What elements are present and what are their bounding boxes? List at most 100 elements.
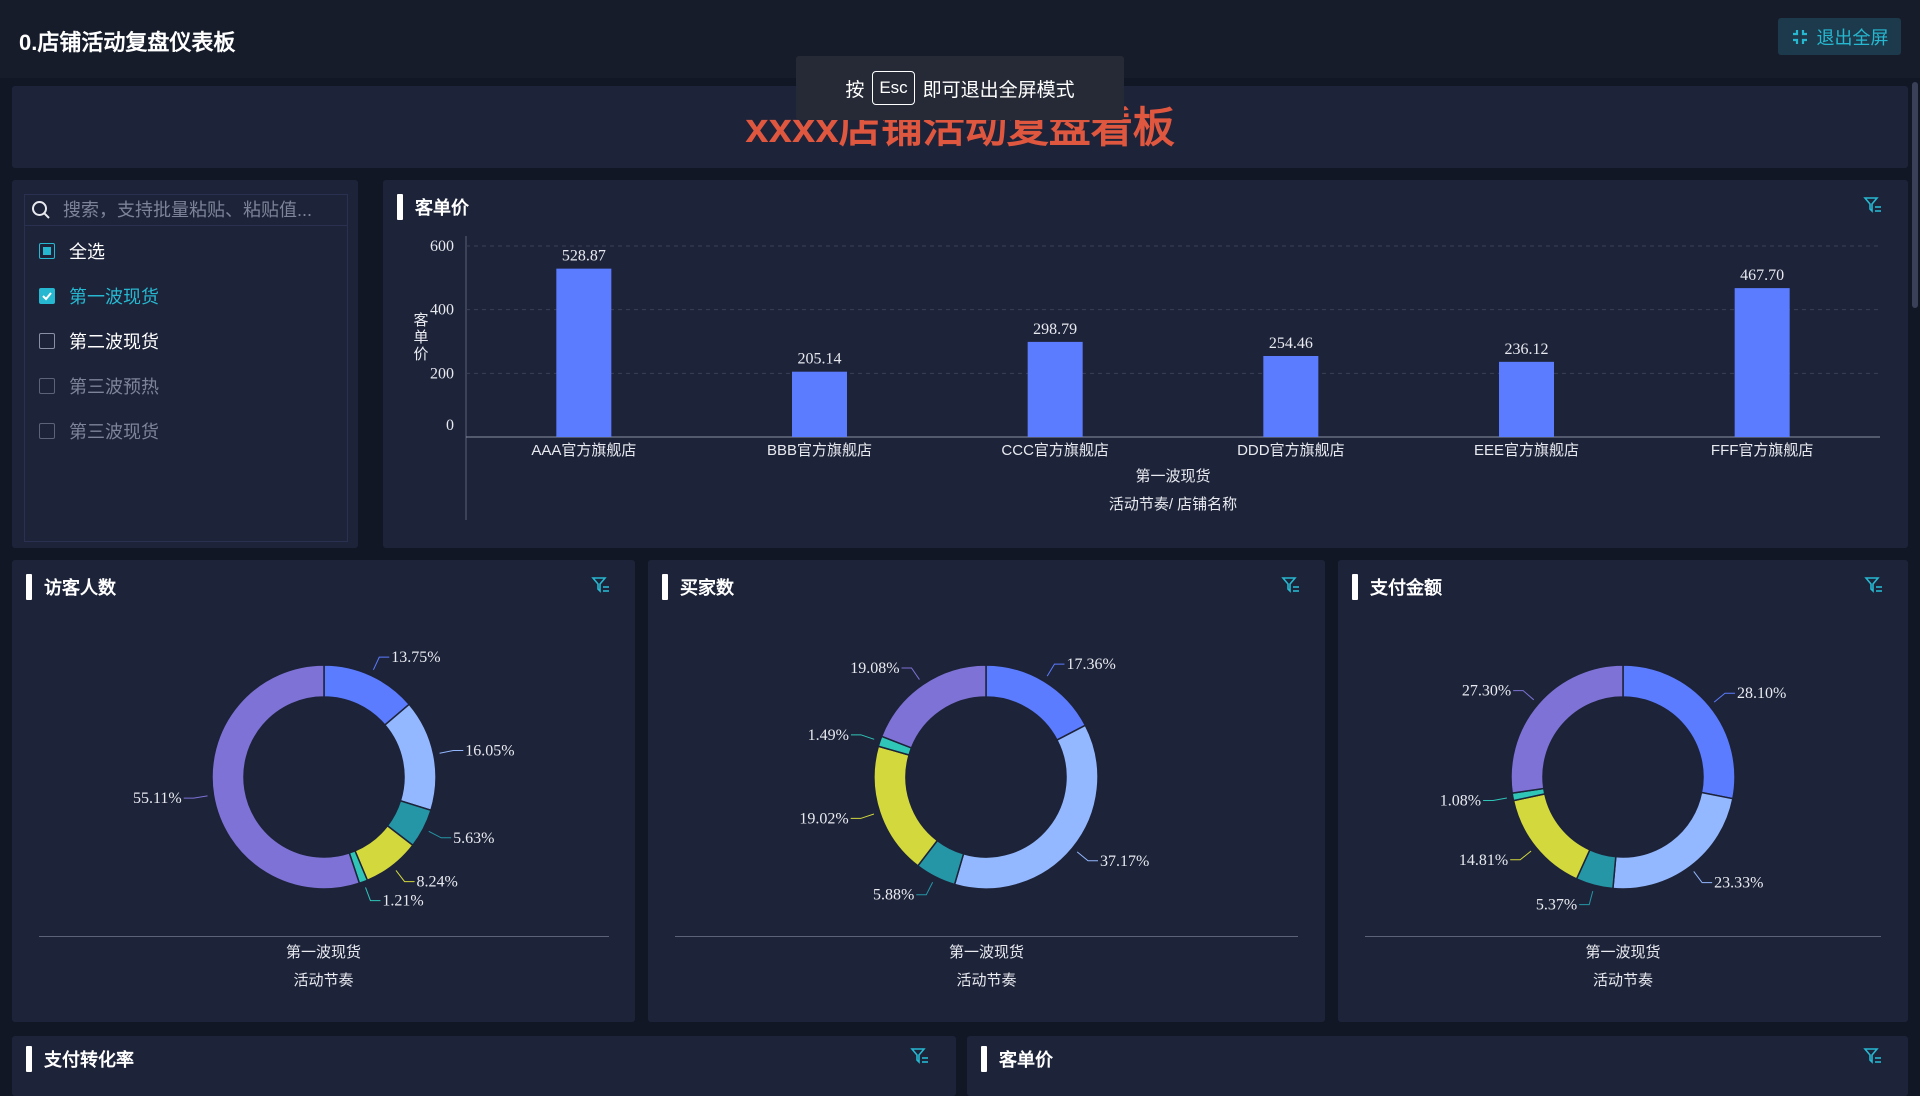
exit-fullscreen-label: 退出全屏 [1816, 27, 1889, 48]
panel-title-text: 支付金额 [1370, 578, 1442, 598]
filter-search-input[interactable] [61, 198, 335, 222]
filter-option-label: 第三波现货 [69, 422, 159, 442]
slice-label: 5.88% [873, 887, 914, 904]
x-tick-label: CCC官方旗舰店 [1001, 442, 1109, 459]
filter-option-wave2-stock[interactable]: 第二波现货 [39, 328, 159, 354]
filter-panel: 全选 第一波现货 第二波现货 第三波预热 第三波现货 [12, 180, 358, 548]
donut-slice[interactable] [383, 703, 437, 812]
panel-title: 买家数 [662, 574, 734, 600]
leader-line [850, 734, 875, 740]
panel-title-text: 客单价 [415, 198, 469, 218]
leader-line [850, 813, 875, 819]
filter-option-wave1-stock[interactable]: 第一波现货 [39, 283, 159, 309]
title-marker [397, 194, 403, 220]
filter-icon[interactable] [1281, 575, 1301, 595]
exit-fullscreen-button[interactable]: 退出全屏 [1778, 18, 1901, 55]
y-tick-label: 600 [430, 238, 454, 255]
chart-subtitle: 第一波现货 [285, 944, 361, 961]
slice-label: 1.08% [1440, 792, 1481, 809]
price-bar-chart: 客 单 价 第一波现货 活动节奏/ 店铺名称 0 200 400 600 528.87… [413, 236, 1880, 520]
title-marker [26, 574, 32, 600]
filter-option-wave3-preheat[interactable]: 第三波预热 [39, 373, 159, 399]
bar[interactable] [1263, 355, 1319, 437]
leader-line [439, 749, 464, 754]
buyers-donut-chart: 17.36% 37.17% 5.88% 19.02% 1.49% 19.08% [799, 656, 1149, 904]
filter-icon[interactable] [1863, 195, 1883, 215]
donut-slice[interactable] [1510, 664, 1624, 794]
visitors-donut-chart: 13.75% 16.05% 5.63% 8.24% 1.21% 55.11% [133, 649, 515, 910]
bar[interactable] [1499, 361, 1554, 437]
panel-title-text: 访客人数 [44, 578, 116, 598]
x-tick-label: FFF官方旗舰店 [1711, 442, 1814, 459]
leader-line [916, 882, 934, 896]
panel-title: 支付金额 [1352, 574, 1442, 600]
slice-label: 5.63% [453, 830, 494, 847]
filter-icon[interactable] [591, 575, 611, 595]
bar[interactable] [1734, 288, 1790, 437]
bar[interactable] [792, 371, 847, 437]
slice-label: 1.49% [808, 727, 849, 744]
y-axis-title: 单 [413, 329, 428, 346]
donut-slice[interactable] [1622, 664, 1736, 800]
donut-slice[interactable] [880, 664, 987, 749]
donut-slice[interactable] [953, 724, 1099, 890]
bar[interactable] [556, 268, 612, 437]
donut-slice[interactable] [1512, 792, 1591, 880]
leader-line [365, 887, 381, 902]
payment-panel: 支付金额 28.10% 23.33% 5.37% 14.81% 1.08% 27.30% … [1338, 560, 1908, 1022]
price-panel-2: 客单价 [967, 1036, 1908, 1096]
panel-title: 支付转化率 [26, 1046, 134, 1072]
slice-label: 23.33% [1714, 875, 1763, 892]
payment-donut-chart: 28.10% 23.33% 5.37% 14.81% 1.08% 27.30% [1440, 664, 1786, 914]
checkbox-icon[interactable] [39, 423, 55, 439]
checkbox-icon[interactable] [39, 333, 55, 349]
panel-title-text: 客单价 [999, 1050, 1053, 1070]
leader-line [1579, 890, 1594, 906]
filter-icon[interactable] [1863, 1046, 1883, 1066]
leader-line [1693, 871, 1713, 884]
filter-option-wave3-stock[interactable]: 第三波现货 [39, 418, 159, 444]
bar-value-label: 467.70 [1740, 267, 1784, 284]
leader-line [183, 795, 208, 799]
leader-line [1713, 692, 1735, 703]
filter-option-label: 第三波预热 [69, 377, 159, 397]
leader-line [428, 830, 452, 839]
donut-slice[interactable] [985, 664, 1087, 742]
dashboard-title: 0.店铺活动复盘仪表板 [19, 30, 236, 55]
bar-value-label: 528.87 [562, 248, 606, 265]
compress-icon [1792, 29, 1807, 44]
filter-option-all[interactable]: 全选 [39, 238, 105, 264]
bar-value-label: 205.14 [798, 351, 842, 368]
checkbox-partial-icon[interactable] [39, 243, 55, 259]
scrollbar[interactable] [1912, 82, 1918, 308]
leader-line [1510, 850, 1532, 861]
bar-value-label: 298.79 [1033, 321, 1077, 338]
visitors-panel: 访客人数 13.75% 16.05% 5.63% 8.24% 1.21% 55.11% 第… [12, 560, 635, 1022]
panel-title: 客单价 [981, 1046, 1053, 1072]
donut-slice[interactable] [873, 745, 939, 867]
divider [1365, 936, 1881, 937]
chart-subtitle: 第一波现货 [1585, 944, 1661, 961]
x-tick-label: BBB官方旗舰店 [767, 442, 872, 459]
filter-option-label: 第二波现货 [69, 332, 159, 352]
title-marker [981, 1046, 987, 1072]
donut-slice[interactable] [211, 664, 361, 890]
slice-label: 1.21% [382, 893, 423, 910]
panel-title-text: 买家数 [680, 578, 734, 598]
leader-line [901, 667, 920, 680]
leader-line [1076, 851, 1098, 862]
filter-icon[interactable] [1864, 575, 1884, 595]
chart-x-title: 活动节奏 [956, 972, 1017, 989]
checkbox-icon[interactable] [39, 378, 55, 394]
filter-icon[interactable] [910, 1046, 930, 1066]
divider [39, 936, 609, 937]
price-chart-panel: 客单价 客 单 价 第一波现货 活动节奏/ 店铺名称 0 200 400 600 52… [383, 180, 1908, 548]
bar-value-label: 236.12 [1505, 341, 1549, 358]
slice-label: 19.08% [850, 660, 899, 677]
leader-line [1513, 690, 1535, 701]
y-axis-title: 价 [413, 346, 428, 363]
slice-label: 16.05% [465, 742, 514, 759]
checkbox-checked-icon[interactable] [39, 288, 55, 304]
bar[interactable] [1027, 341, 1083, 437]
x-axis-title: 活动节奏/ 店铺名称 [1109, 496, 1237, 513]
